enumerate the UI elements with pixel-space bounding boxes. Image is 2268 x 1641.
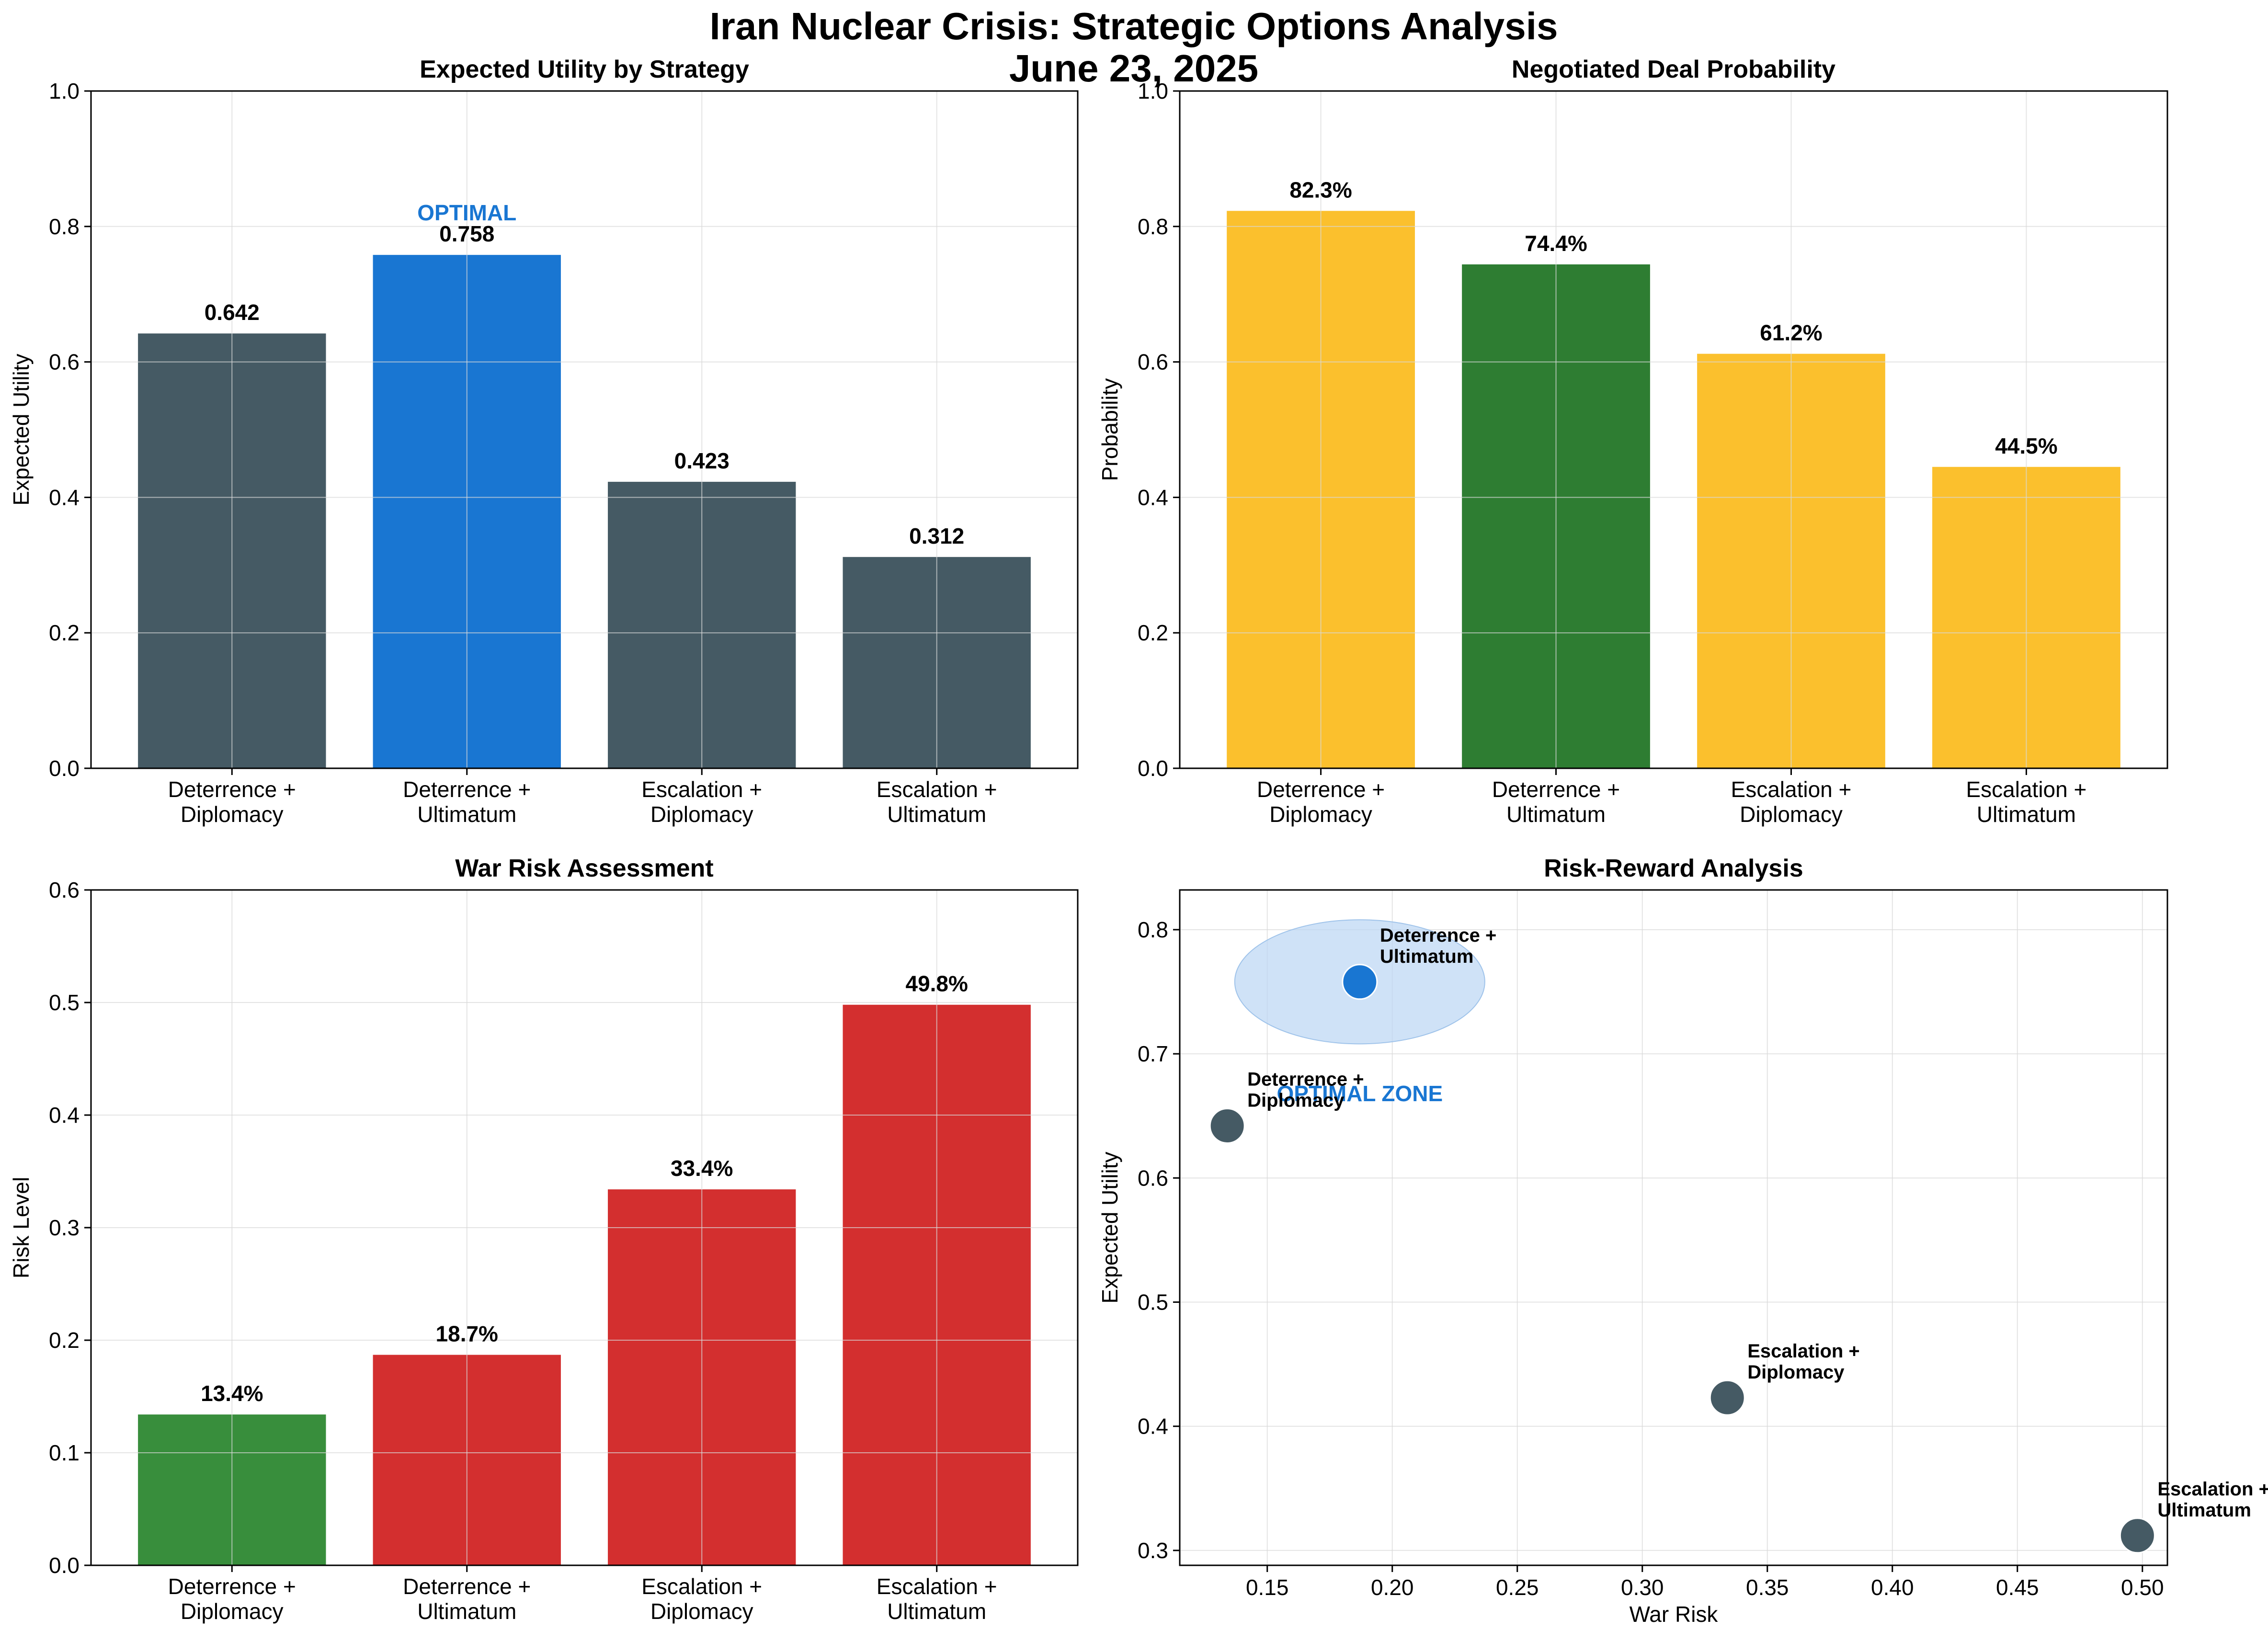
- y-tick-label: 0.5: [1138, 1290, 1168, 1315]
- data-label: 49.8%: [905, 971, 968, 996]
- panel-title: Expected Utility by Strategy: [420, 56, 749, 83]
- x-tick-label: 0.50: [2121, 1575, 2164, 1600]
- y-tick-label: 0.8: [49, 214, 80, 239]
- scatter-point: [2119, 1517, 2155, 1554]
- y-tick-label: 0.6: [49, 350, 80, 375]
- x-tick-label: Escalation + Diplomacy: [641, 777, 762, 827]
- chart-deal-probability: 0.0 0.2 0.4 0.6 0.8 1.0 Deterrence + Diplomacy D…: [1097, 56, 2168, 827]
- panel-title: Negotiated Deal Probability: [1512, 56, 1835, 83]
- y-tick-label: 0.4: [1138, 1414, 1168, 1439]
- data-label: 61.2%: [1760, 320, 1822, 345]
- y-tick-label: 0.3: [49, 1215, 80, 1240]
- plot-frame: [1179, 90, 2168, 769]
- y-axis-label: Expected Utility: [9, 353, 34, 505]
- y-tick-label: 0.3: [1138, 1538, 1168, 1563]
- y-tick-label: 0.5: [49, 990, 80, 1015]
- point-label: Escalation + Diplomacy: [1747, 1341, 1860, 1383]
- y-tick-label: 0.4: [1138, 485, 1168, 510]
- x-tick-label: Deterrence + Ultimatum: [403, 1574, 531, 1624]
- x-tick-label: 0.15: [1246, 1575, 1289, 1600]
- x-tick-label: Escalation + Diplomacy: [641, 1574, 762, 1624]
- y-tick-label: 0.1: [49, 1440, 80, 1465]
- data-label: 33.4%: [671, 1156, 733, 1181]
- x-tick-label: Escalation + Ultimatum: [877, 777, 997, 827]
- point-label: Escalation + Ultimatum: [2157, 1479, 2268, 1521]
- data-label: 0.312: [909, 524, 964, 548]
- y-tick-label: 0.7: [1138, 1041, 1168, 1066]
- scatter-point: [1209, 1107, 1245, 1144]
- y-axis-label: Expected Utility: [1097, 1151, 1122, 1303]
- data-label: 44.5%: [1995, 433, 2057, 458]
- y-tick-label: 0.2: [49, 1328, 80, 1353]
- scatter-point: [1709, 1379, 1745, 1416]
- figure-subtitle-date: June 23, 2025: [1009, 47, 1258, 90]
- data-label: 18.7%: [436, 1322, 498, 1346]
- chart-war-risk: 0.0 0.1 0.2 0.3 0.4 0.5 0.6 Deterrence + Diploma…: [9, 855, 1079, 1624]
- x-tick-label: 0.40: [1871, 1575, 1914, 1600]
- x-tick-label: Escalation + Diplomacy: [1731, 777, 1852, 827]
- y-tick-label: 0.4: [49, 485, 80, 510]
- y-tick-label: 0.2: [49, 620, 80, 645]
- y-tick-label: 0.0: [49, 756, 80, 781]
- x-tick-label: Deterrence + Ultimatum: [403, 777, 531, 827]
- y-tick-label: 0.4: [49, 1103, 80, 1128]
- point-label: Deterrence + Ultimatum: [1380, 925, 1496, 967]
- y-tick-label: 0.6: [49, 877, 80, 902]
- x-tick-label: 0.30: [1621, 1575, 1664, 1600]
- data-label: 82.3%: [1289, 177, 1352, 202]
- scatter-point: [1342, 964, 1378, 1000]
- y-tick-label: 1.0: [1138, 79, 1168, 103]
- y-tick-label: 0.6: [1138, 350, 1168, 375]
- x-tick-label: Deterrence + Diplomacy: [1257, 777, 1385, 827]
- data-label: 74.4%: [1525, 231, 1587, 256]
- data-label: 0.423: [674, 448, 729, 473]
- figure-title: Iran Nuclear Crisis: Strategic Options A…: [710, 5, 1558, 47]
- y-axis-label: Probability: [1097, 378, 1122, 481]
- y-tick-label: 0.8: [1138, 917, 1168, 942]
- x-tick-label: 0.45: [1996, 1575, 2039, 1600]
- y-axis-label: Risk Level: [9, 1177, 34, 1278]
- plot-frame: [90, 90, 1079, 769]
- x-tick-label: 0.35: [1746, 1575, 1789, 1600]
- y-tick-label: 0.6: [1138, 1165, 1168, 1190]
- data-label: 13.4%: [201, 1381, 263, 1406]
- y-tick-label: 0.0: [1138, 756, 1168, 781]
- data-label: 0.642: [205, 300, 260, 325]
- x-tick-label: Deterrence + Ultimatum: [1492, 777, 1620, 827]
- optimal-zone-label: OPTIMAL ZONE: [1276, 1081, 1443, 1106]
- panel-title: Risk-Reward Analysis: [1544, 855, 1803, 882]
- x-tick-label: Deterrence + Diplomacy: [168, 777, 296, 827]
- x-tick-label: 0.20: [1371, 1575, 1414, 1600]
- y-tick-label: 0.8: [1138, 214, 1168, 239]
- panel-title: War Risk Assessment: [455, 855, 714, 882]
- data-label: 0.758: [439, 221, 494, 246]
- x-tick-label: Escalation + Ultimatum: [1966, 777, 2086, 827]
- x-axis-label: War Risk: [1630, 1602, 1719, 1627]
- y-tick-label: 1.0: [49, 79, 80, 103]
- x-tick-label: Deterrence + Diplomacy: [168, 1574, 296, 1624]
- y-tick-label: 0.2: [1138, 620, 1168, 645]
- x-tick-label: 0.25: [1496, 1575, 1539, 1600]
- plot-frame: [1179, 889, 2168, 1566]
- optimal-annotation: OPTIMAL: [417, 200, 516, 225]
- x-tick-label: Escalation + Ultimatum: [877, 1574, 997, 1624]
- point-label: Deterrence + Diplomacy: [1247, 1069, 1364, 1111]
- y-tick-label: 0.0: [49, 1553, 80, 1578]
- chart-expected-utility: 0.0 0.2 0.4 0.6 0.8 1.0 Deterrence + Diplomacy D…: [9, 56, 1079, 827]
